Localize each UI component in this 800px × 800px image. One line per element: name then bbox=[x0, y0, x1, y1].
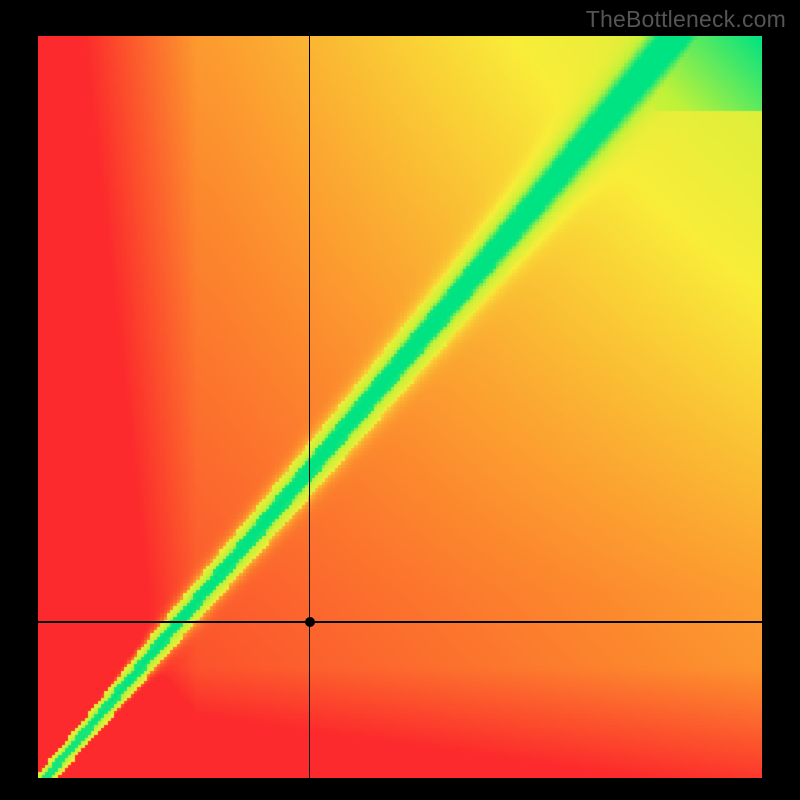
heatmap-canvas bbox=[38, 36, 762, 778]
chart-container: TheBottleneck.com bbox=[0, 0, 800, 800]
crosshair-horizontal bbox=[38, 621, 762, 622]
data-point-marker bbox=[305, 617, 315, 627]
heatmap-plot-area bbox=[38, 36, 762, 778]
crosshair-vertical bbox=[309, 36, 310, 778]
watermark-text: TheBottleneck.com bbox=[586, 6, 786, 33]
